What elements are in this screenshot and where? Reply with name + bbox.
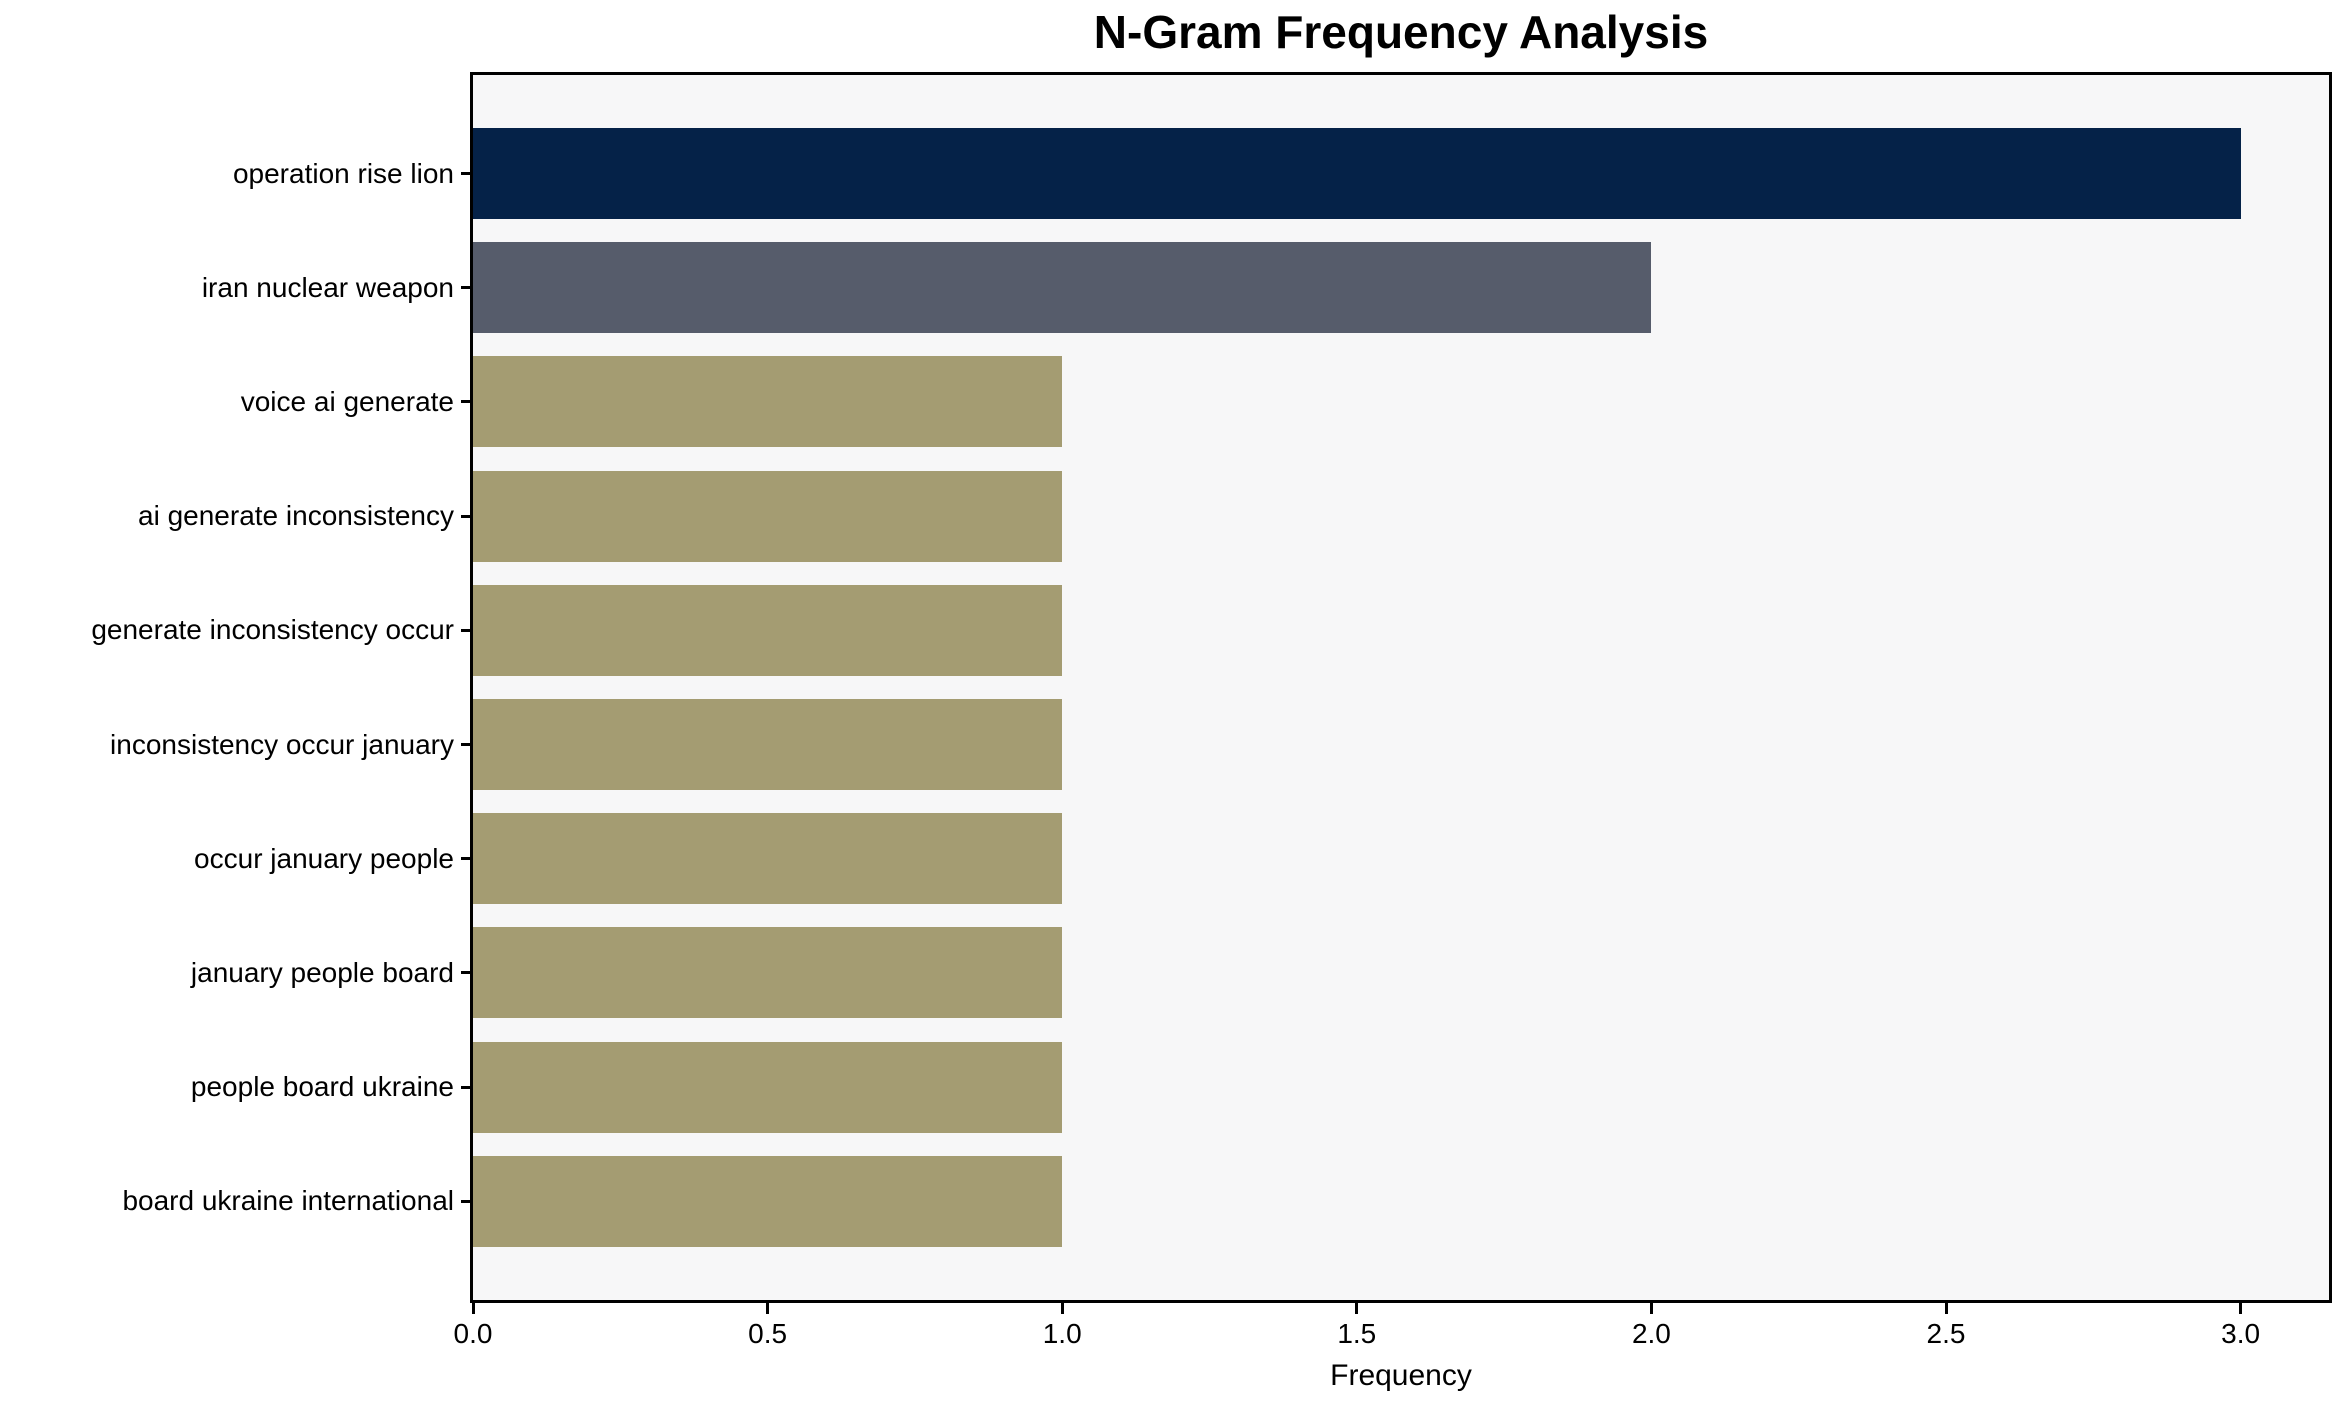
category-label: generate inconsistency occur — [91, 614, 454, 646]
y-tick — [461, 628, 470, 632]
x-tick — [1944, 1303, 1948, 1314]
y-tick — [461, 400, 470, 404]
category-label: board ukraine international — [122, 1185, 454, 1217]
category-label: people board ukraine — [190, 1071, 454, 1103]
category-label: occur january people — [194, 842, 454, 874]
bar-people-board-ukraine — [473, 1041, 1063, 1133]
y-tick — [461, 1199, 470, 1203]
x-tick — [1060, 1303, 1064, 1314]
bar-inconsistency-occur-january — [473, 699, 1063, 790]
y-tick — [461, 857, 470, 861]
x-tick-label: 1.5 — [1337, 1318, 1377, 1349]
bar-january-people-board — [473, 927, 1063, 1019]
bar-occur-january-people — [473, 813, 1063, 905]
bar-iran-nuclear-weapon — [473, 242, 1652, 334]
y-tick — [461, 971, 470, 975]
category-label: ai generate inconsistency — [138, 500, 454, 532]
category-label: operation rise lion — [232, 157, 454, 189]
category-label: voice ai generate — [240, 385, 454, 417]
x-tick-label: 1.0 — [1042, 1318, 1082, 1349]
x-tick-label: 2.5 — [1926, 1318, 1966, 1349]
bar-generate-inconsistency-occur — [473, 584, 1063, 676]
y-tick — [461, 286, 470, 290]
bar-board-ukraine-international — [473, 1155, 1063, 1247]
x-tick — [766, 1303, 770, 1314]
bar-operation-rise-lion — [473, 128, 2241, 219]
x-tick — [1355, 1303, 1359, 1314]
bar-ai-generate-inconsistency — [473, 470, 1063, 562]
y-tick — [461, 172, 470, 175]
y-tick — [461, 743, 470, 746]
x-tick — [1649, 1303, 1653, 1314]
x-tick — [2239, 1303, 2243, 1314]
y-tick — [461, 1085, 470, 1089]
x-axis: 0.0 0.5 1.0 1.5 2.0 2.5 3.0 — [454, 1303, 2329, 1414]
x-tick-label: 0.0 — [453, 1318, 493, 1349]
plot-area — [470, 72, 2332, 1303]
x-tick-label: 3.0 — [2221, 1318, 2261, 1349]
x-tick-label: 0.5 — [748, 1318, 788, 1349]
category-label: iran nuclear weapon — [201, 271, 454, 303]
x-tick — [471, 1303, 475, 1314]
chart-title: N-Gram Frequency Analysis — [1093, 6, 1709, 58]
bar-voice-ai-generate — [473, 356, 1063, 448]
category-label: inconsistency occur january — [110, 728, 454, 760]
category-label: january people board — [190, 956, 454, 988]
x-axis-label: Frequency — [1330, 1359, 1472, 1392]
y-tick — [461, 514, 470, 518]
x-tick-label: 2.0 — [1631, 1318, 1671, 1349]
